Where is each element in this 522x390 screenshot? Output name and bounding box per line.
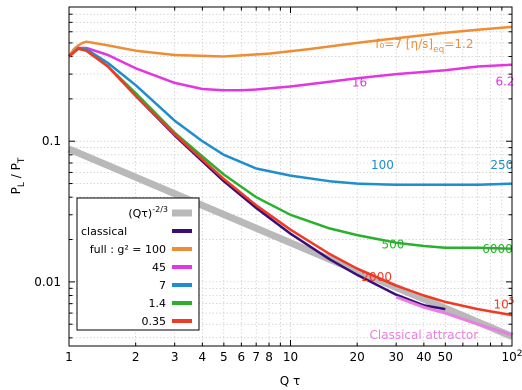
annotation-label: 100 <box>371 158 394 172</box>
legend-label: 45 <box>152 261 166 274</box>
annotation-label: 2000 <box>361 270 392 284</box>
x-tick-label: 8 <box>265 350 273 364</box>
annotation-label: 500 <box>381 237 404 251</box>
annotation-label: 6.2 <box>495 75 514 89</box>
grid <box>69 7 512 346</box>
series-group <box>67 25 514 340</box>
annotation-label: f₀=7 [η/s]eq=1.2 <box>375 37 473 55</box>
x-tick-label: 102 <box>501 349 522 364</box>
series-line-2 <box>67 25 513 58</box>
annotation-label: 6000 <box>482 242 513 256</box>
y-axis-label: PL / PT <box>9 157 27 194</box>
y-tick-label: 0.01 <box>34 275 61 289</box>
x-tick-label: 1 <box>65 350 73 364</box>
x-tick-label: 7 <box>252 350 260 364</box>
legend-label: (Qτ)-2/3 <box>128 205 168 220</box>
x-tick-label: 50 <box>438 350 453 364</box>
series-line-3 <box>68 46 513 92</box>
series-line-0 <box>67 145 514 340</box>
x-tick-label: 2 <box>132 350 140 364</box>
x-tick-label: 3 <box>171 350 179 364</box>
annotation-label: 250 <box>490 158 513 172</box>
legend-box <box>76 197 200 331</box>
x-tick-label: 20 <box>350 350 365 364</box>
y-tick-label: 0.1 <box>42 134 61 148</box>
legend-label: classical <box>81 225 127 238</box>
x-tick-label: 4 <box>199 350 207 364</box>
x-axis-label: Q τ <box>280 374 300 388</box>
attractor-line <box>395 295 513 337</box>
legend-label: 0.35 <box>142 315 167 328</box>
legend-label: full : g² = 100 <box>90 243 166 256</box>
annotation-label: Classical attractor <box>370 328 479 342</box>
x-tick-label: 10 <box>283 350 298 364</box>
x-tick-label: 40 <box>416 350 431 364</box>
x-tick-label: 6 <box>238 350 246 364</box>
legend-label: 1.4 <box>149 297 167 310</box>
x-tick-label: 30 <box>389 350 404 364</box>
x-tick-label: 5 <box>220 350 228 364</box>
legend-label: 7 <box>159 279 166 292</box>
annotation-label: 16 <box>352 75 367 89</box>
series-line-4 <box>68 46 513 187</box>
plot-frame <box>68 6 513 347</box>
series-line-6 <box>68 47 513 317</box>
